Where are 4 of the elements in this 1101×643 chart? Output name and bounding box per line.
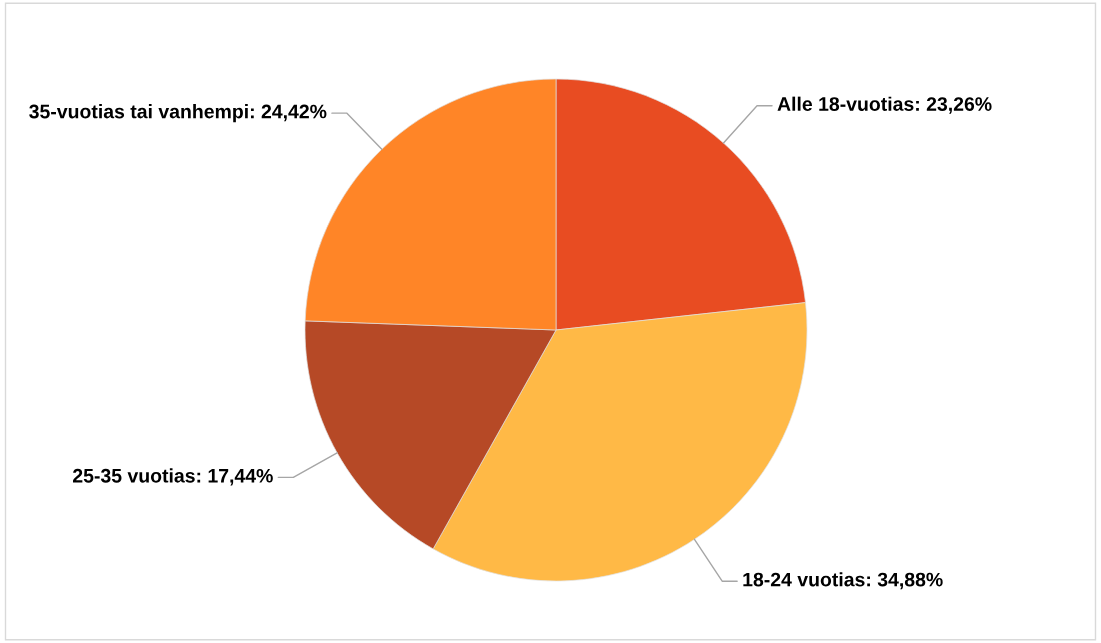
slice-label: 35-vuotias tai vanhempi: 24,42% — [29, 104, 327, 123]
slice-label: Alle 18-vuotias: 23,26% — [777, 96, 992, 114]
slice-label: 18-24 vuotias: 34,88% — [743, 572, 943, 590]
slice-label: 25-35 vuotias: 17,44% — [73, 468, 273, 486]
